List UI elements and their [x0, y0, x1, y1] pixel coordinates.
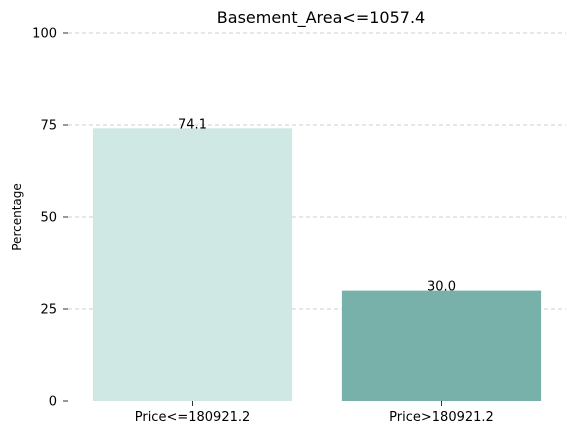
y-tick-label: 0 — [49, 395, 57, 410]
y-axis-ticks: 0 25 50 75 100 — [32, 27, 68, 410]
bar — [92, 128, 293, 401]
y-tick-label: 100 — [32, 27, 57, 42]
data-label: 30.0 — [427, 280, 456, 295]
data-labels: 74.1 30.0 — [178, 117, 456, 294]
bar — [341, 290, 542, 401]
chart-title: Basement_Area<=1057.4 — [217, 8, 425, 28]
x-tick-label: Price<=180921.2 — [135, 410, 251, 425]
data-label: 74.1 — [178, 117, 207, 132]
y-tick-label: 75 — [40, 119, 57, 134]
x-tick-label: Price>180921.2 — [389, 410, 494, 425]
x-axis-ticks: Price<=180921.2 Price>180921.2 — [135, 401, 494, 425]
bars — [92, 128, 542, 401]
y-axis-title: Percentage — [10, 183, 24, 251]
y-tick-label: 25 — [40, 303, 57, 318]
y-tick-label: 50 — [40, 211, 57, 226]
